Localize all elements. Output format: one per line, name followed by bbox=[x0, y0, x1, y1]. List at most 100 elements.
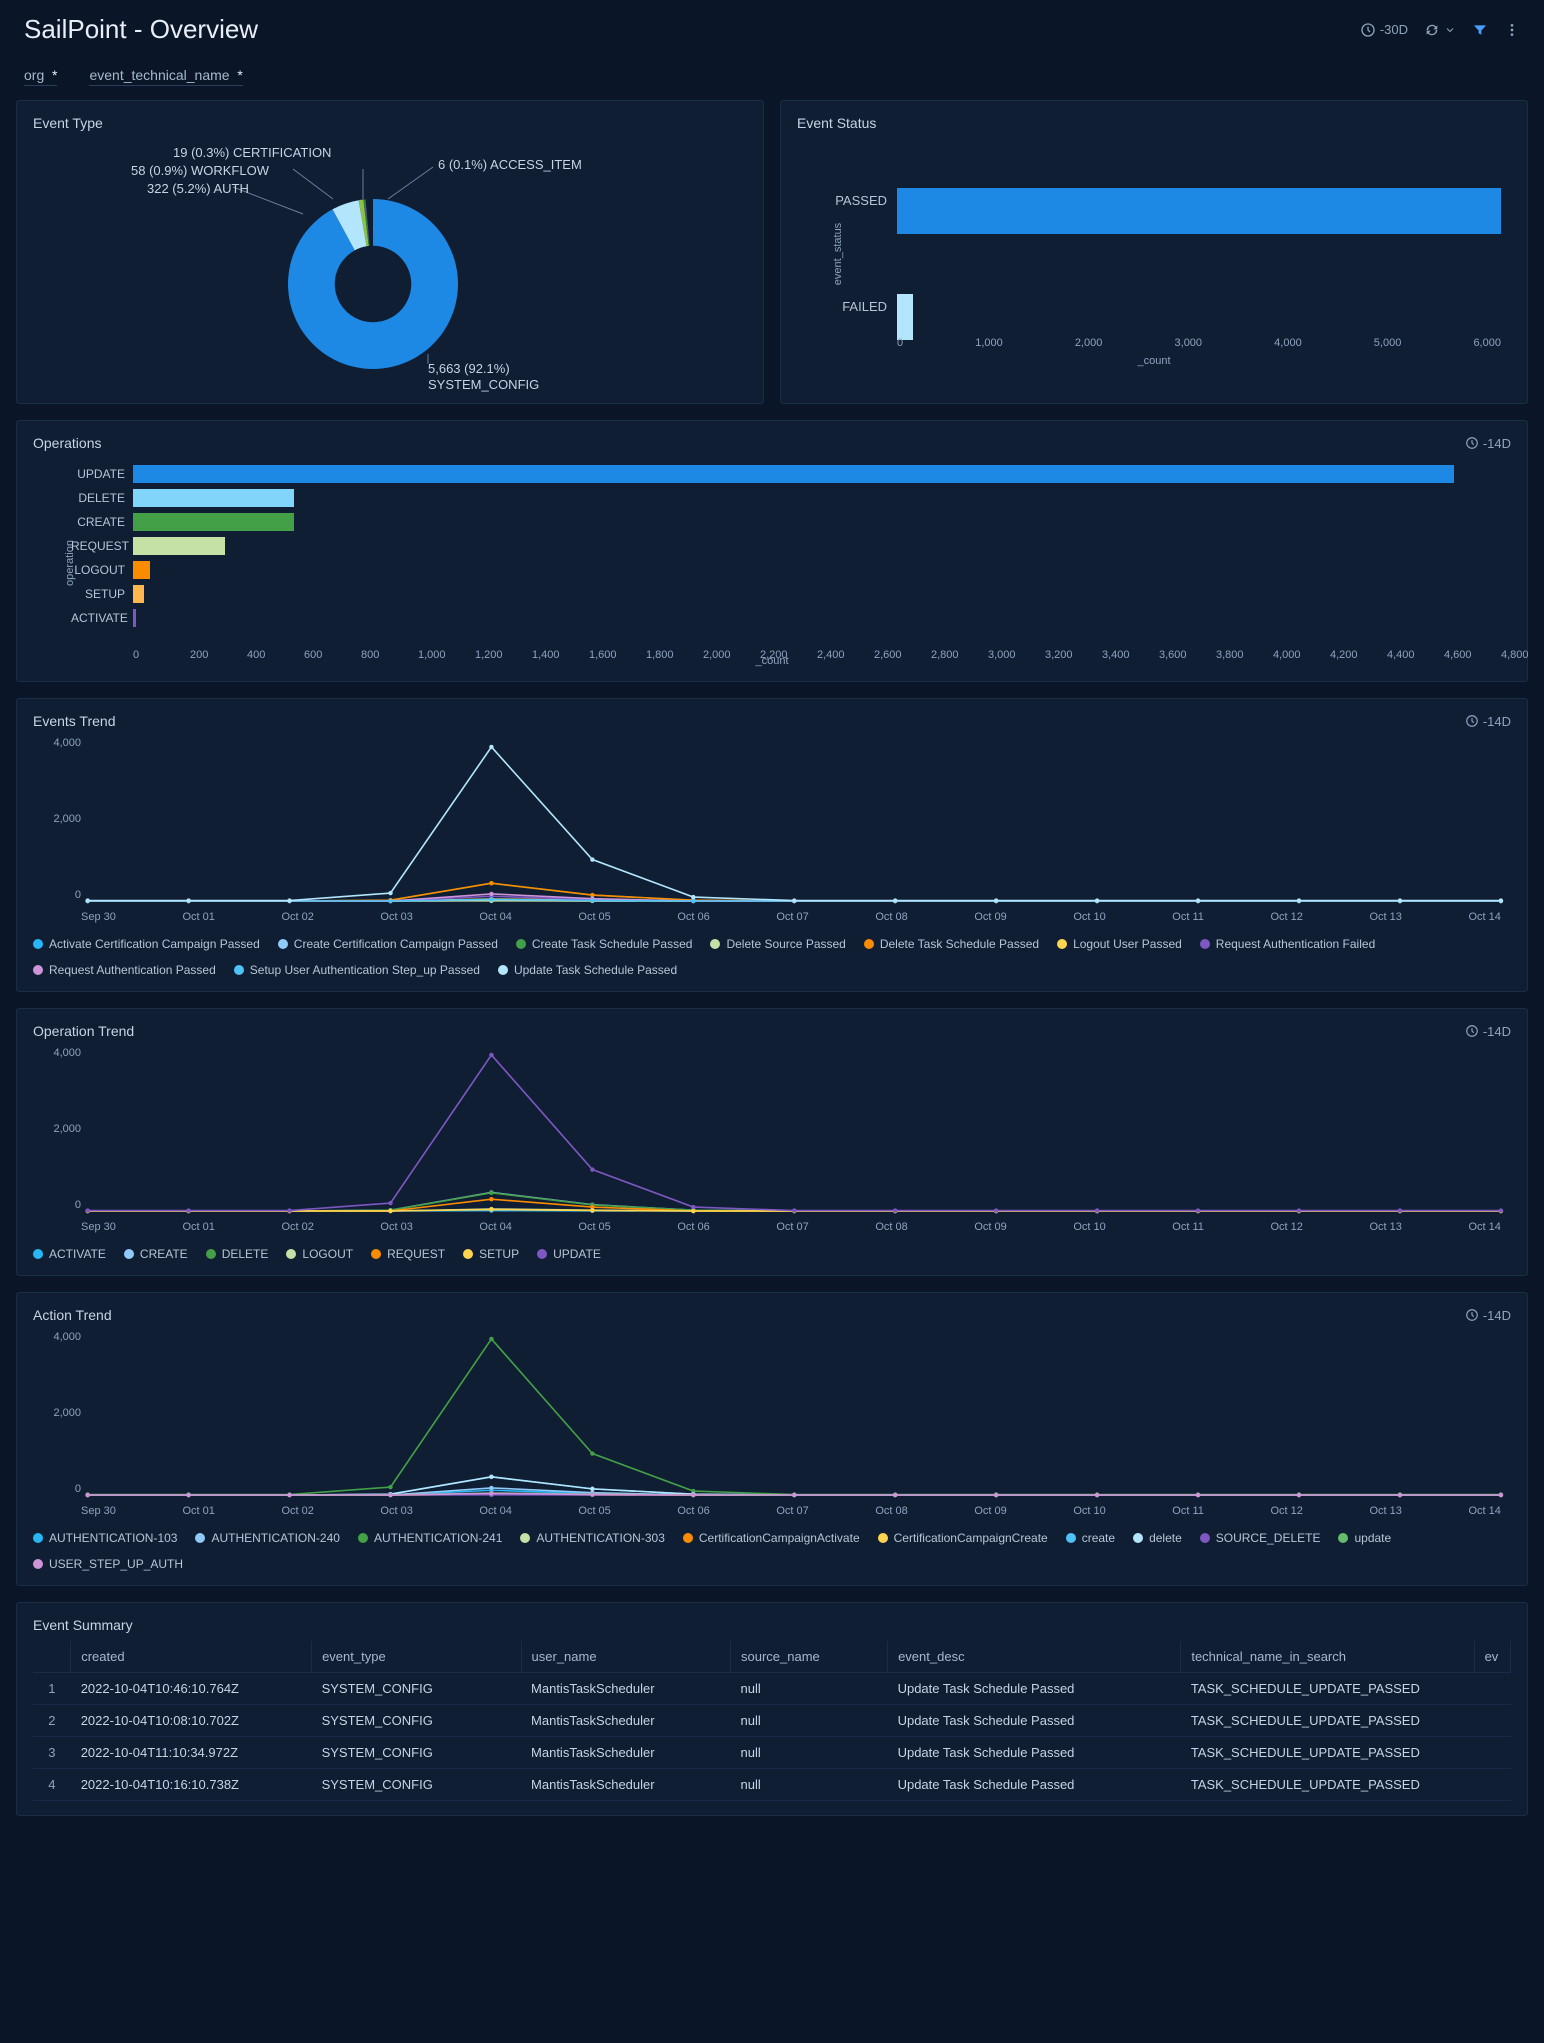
table-row[interactable]: 12022-10-04T10:46:10.764ZSYSTEM_CONFIGMa… bbox=[33, 1673, 1511, 1705]
legend-dot-icon bbox=[1057, 939, 1067, 949]
legend-item[interactable]: Delete Task Schedule Passed bbox=[864, 937, 1039, 951]
line-svg bbox=[33, 1331, 1511, 1521]
legend-dot-icon bbox=[33, 939, 43, 949]
panel-time-range[interactable]: -14D bbox=[1465, 1024, 1511, 1039]
legend-dot-icon bbox=[358, 1533, 368, 1543]
legend-label: CertificationCampaignActivate bbox=[699, 1531, 860, 1545]
table-header[interactable]: technical_name_in_search bbox=[1181, 1641, 1474, 1673]
yaxis: 4,0002,0000 bbox=[33, 737, 81, 901]
legend-label: SETUP bbox=[479, 1247, 519, 1261]
legend-dot-icon bbox=[371, 1249, 381, 1259]
filter-technical-name[interactable]: event_technical_name * bbox=[89, 67, 242, 86]
more-button[interactable] bbox=[1504, 22, 1520, 38]
table-header[interactable]: source_name bbox=[730, 1641, 887, 1673]
legend-dot-icon bbox=[1200, 939, 1210, 949]
legend-item[interactable]: SOURCE_DELETE bbox=[1200, 1531, 1321, 1545]
event-summary-table[interactable]: createdevent_typeuser_namesource_nameeve… bbox=[33, 1641, 1511, 1801]
hbar-label: UPDATE bbox=[71, 467, 125, 481]
legend-dot-icon bbox=[683, 1533, 693, 1543]
legend-item[interactable]: Update Task Schedule Passed bbox=[498, 963, 677, 977]
legend-item[interactable]: CertificationCampaignActivate bbox=[683, 1531, 860, 1545]
legend-label: CREATE bbox=[140, 1247, 188, 1261]
legend-item[interactable]: AUTHENTICATION-103 bbox=[33, 1531, 177, 1545]
line-chart[interactable]: 4,0002,0000Sep 30Oct 01Oct 02Oct 03Oct 0… bbox=[33, 737, 1511, 927]
legend-dot-icon bbox=[33, 1559, 43, 1569]
hbar-row[interactable]: REQUEST bbox=[133, 535, 1511, 557]
hbar-chart[interactable]: operation UPDATE DELETE CREATE REQUEST L… bbox=[33, 459, 1511, 667]
line-chart[interactable]: 4,0002,0000Sep 30Oct 01Oct 02Oct 03Oct 0… bbox=[33, 1047, 1511, 1237]
panel-time-range[interactable]: -14D bbox=[1465, 1308, 1511, 1323]
row-number: 4 bbox=[33, 1769, 71, 1801]
legend-item[interactable]: Logout User Passed bbox=[1057, 937, 1182, 951]
hbar-row[interactable]: CREATE bbox=[133, 511, 1511, 533]
xaxis: Sep 30Oct 01Oct 02Oct 03Oct 04Oct 05Oct … bbox=[81, 1221, 1501, 1233]
legend-dot-icon bbox=[33, 1249, 43, 1259]
legend-item[interactable]: CertificationCampaignCreate bbox=[878, 1531, 1048, 1545]
legend-item[interactable]: create bbox=[1066, 1531, 1115, 1545]
row-number: 1 bbox=[33, 1673, 71, 1705]
row-number: 2 bbox=[33, 1705, 71, 1737]
legend-item[interactable]: delete bbox=[1133, 1531, 1182, 1545]
legend-label: Create Task Schedule Passed bbox=[532, 937, 693, 951]
hbar-row[interactable]: PASSED bbox=[897, 175, 1511, 225]
hbar-row[interactable]: FAILED bbox=[897, 281, 1511, 331]
legend-item[interactable]: AUTHENTICATION-240 bbox=[195, 1531, 339, 1545]
hbar-row[interactable]: DELETE bbox=[133, 487, 1511, 509]
panel-title: Operations bbox=[33, 435, 101, 451]
legend-item[interactable]: DELETE bbox=[206, 1247, 269, 1261]
table-header[interactable]: event_desc bbox=[888, 1641, 1181, 1673]
legend-item[interactable]: REQUEST bbox=[371, 1247, 445, 1261]
filter-button[interactable] bbox=[1472, 22, 1488, 38]
legend-item[interactable]: ACTIVATE bbox=[33, 1247, 106, 1261]
panel-time-range[interactable]: -14D bbox=[1465, 436, 1511, 451]
hbar-row[interactable]: UPDATE bbox=[133, 463, 1511, 485]
legend-dot-icon bbox=[520, 1533, 530, 1543]
table-header[interactable]: user_name bbox=[521, 1641, 730, 1673]
legend-item[interactable]: Request Authentication Failed bbox=[1200, 937, 1375, 951]
legend-item[interactable]: Create Task Schedule Passed bbox=[516, 937, 693, 951]
donut-svg bbox=[33, 139, 733, 399]
table-cell: MantisTaskScheduler bbox=[521, 1737, 730, 1769]
legend-item[interactable]: Request Authentication Passed bbox=[33, 963, 216, 977]
hbar-row[interactable]: ACTIVATE bbox=[133, 607, 1511, 629]
donut-chart[interactable]: 19 (0.3%) CERTIFICATION 58 (0.9%) WORKFL… bbox=[33, 139, 747, 389]
hbar-chart[interactable]: event_status PASSED FAILED 01,0002,0003,… bbox=[797, 139, 1511, 369]
hbar-row[interactable]: SETUP bbox=[133, 583, 1511, 605]
legend-item[interactable]: USER_STEP_UP_AUTH bbox=[33, 1557, 183, 1571]
yaxis: 4,0002,0000 bbox=[33, 1331, 81, 1495]
legend-label: update bbox=[1354, 1531, 1391, 1545]
legend-item[interactable]: Setup User Authentication Step_up Passed bbox=[234, 963, 480, 977]
legend-item[interactable]: SETUP bbox=[463, 1247, 519, 1261]
panel-operation-trend: Operation Trend -14D 4,0002,0000Sep 30Oc… bbox=[16, 1008, 1528, 1276]
legend-item[interactable]: AUTHENTICATION-303 bbox=[520, 1531, 664, 1545]
legend-dot-icon bbox=[710, 939, 720, 949]
legend-item[interactable]: Create Certification Campaign Passed bbox=[278, 937, 498, 951]
legend-item[interactable]: Activate Certification Campaign Passed bbox=[33, 937, 260, 951]
legend-item[interactable]: UPDATE bbox=[537, 1247, 601, 1261]
legend-item[interactable]: Delete Source Passed bbox=[710, 937, 845, 951]
time-range-selector[interactable]: -30D bbox=[1360, 22, 1408, 38]
legend-item[interactable]: LOGOUT bbox=[286, 1247, 353, 1261]
panel-events-trend: Events Trend -14D 4,0002,0000Sep 30Oct 0… bbox=[16, 698, 1528, 992]
legend-label: AUTHENTICATION-103 bbox=[49, 1531, 177, 1545]
legend-item[interactable]: AUTHENTICATION-241 bbox=[358, 1531, 502, 1545]
refresh-button[interactable] bbox=[1424, 22, 1456, 38]
table-row[interactable]: 42022-10-04T10:16:10.738ZSYSTEM_CONFIGMa… bbox=[33, 1769, 1511, 1801]
hbar-row[interactable]: LOGOUT bbox=[133, 559, 1511, 581]
row-number: 3 bbox=[33, 1737, 71, 1769]
filter-org[interactable]: org * bbox=[24, 67, 57, 86]
table-header[interactable]: ev bbox=[1474, 1641, 1510, 1673]
hbar-label: ACTIVATE bbox=[71, 611, 125, 625]
table-cell: null bbox=[730, 1705, 887, 1737]
panel-time-range[interactable]: -14D bbox=[1465, 714, 1511, 729]
table-header[interactable]: created bbox=[71, 1641, 312, 1673]
table-row[interactable]: 22022-10-04T10:08:10.702ZSYSTEM_CONFIGMa… bbox=[33, 1705, 1511, 1737]
legend-item[interactable]: update bbox=[1338, 1531, 1391, 1545]
legend-item[interactable]: CREATE bbox=[124, 1247, 188, 1261]
hbar-label: LOGOUT bbox=[71, 563, 125, 577]
filter-org-label: org bbox=[24, 67, 44, 83]
line-chart[interactable]: 4,0002,0000Sep 30Oct 01Oct 02Oct 03Oct 0… bbox=[33, 1331, 1511, 1521]
legend-dot-icon bbox=[206, 1249, 216, 1259]
table-header[interactable]: event_type bbox=[312, 1641, 521, 1673]
table-row[interactable]: 32022-10-04T11:10:34.972ZSYSTEM_CONFIGMa… bbox=[33, 1737, 1511, 1769]
